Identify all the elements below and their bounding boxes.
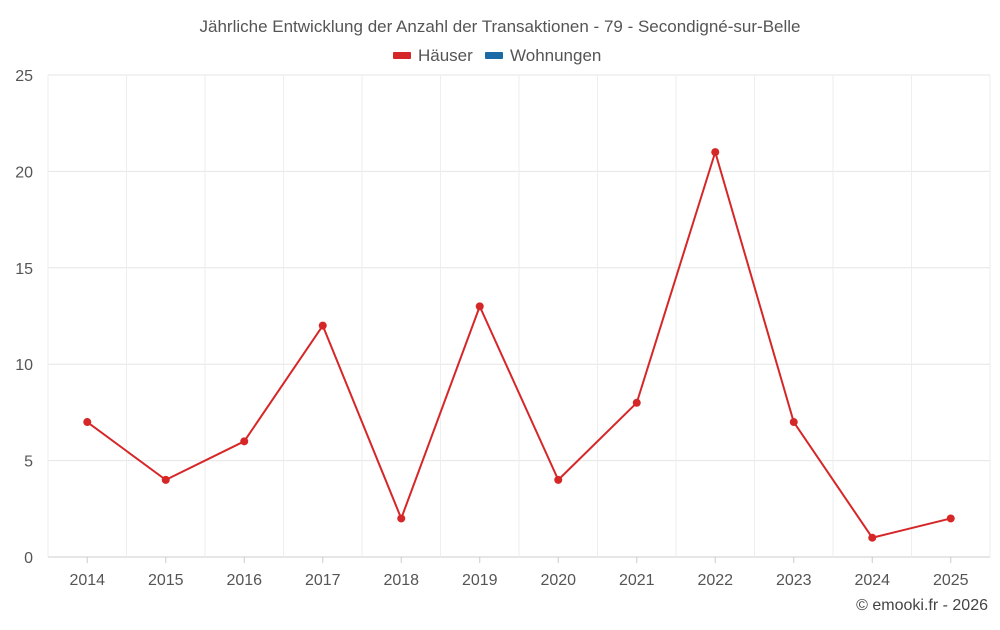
data-point[interactable] — [946, 514, 955, 523]
credit-text: © emooki.fr - 2026 — [856, 597, 988, 614]
data-point[interactable] — [554, 475, 563, 484]
y-tick-label: 20 — [15, 164, 33, 181]
data-point[interactable] — [240, 437, 249, 446]
x-tick-label: 2015 — [148, 572, 184, 589]
x-tick-label: 2019 — [462, 572, 498, 589]
x-tick-label: 2022 — [697, 572, 733, 589]
data-point[interactable] — [711, 148, 720, 157]
y-tick-label: 15 — [15, 261, 33, 278]
legend-swatch-wohnungen — [485, 52, 503, 59]
x-tick-label: 2020 — [540, 572, 576, 589]
y-axis: 0 5 10 15 20 25 — [15, 68, 33, 567]
x-tick-label: 2025 — [933, 572, 969, 589]
x-tick-label: 2024 — [854, 572, 890, 589]
y-tick-label: 5 — [24, 454, 33, 471]
data-point[interactable] — [789, 418, 798, 427]
y-tick-label: 10 — [15, 357, 33, 374]
legend: Häuser Wohnungen — [393, 46, 601, 65]
data-point[interactable] — [868, 533, 877, 542]
legend-label-haeuser: Häuser — [418, 46, 473, 65]
x-tick-label: 2016 — [226, 572, 262, 589]
y-tick-label: 25 — [15, 68, 33, 85]
y-tick-label: 0 — [24, 550, 33, 567]
data-point[interactable] — [161, 475, 170, 484]
chart-title: Jährliche Entwicklung der Anzahl der Tra… — [200, 17, 801, 36]
legend-item-wohnungen[interactable]: Wohnungen — [485, 46, 601, 65]
series-line-0 — [86, 151, 951, 539]
data-point[interactable] — [318, 321, 327, 330]
legend-swatch-haeuser — [393, 52, 411, 59]
x-tick-label: 2018 — [383, 572, 419, 589]
x-tick-label: 2017 — [305, 572, 341, 589]
data-point[interactable] — [475, 302, 484, 311]
data-point[interactable] — [397, 514, 406, 523]
x-tick-label: 2023 — [776, 572, 812, 589]
x-axis: 2014 2015 2016 2017 2018 2019 2020 2021 2022 2023… — [69, 557, 969, 589]
x-tick-label: 2021 — [619, 572, 655, 589]
series-layer — [83, 148, 955, 542]
legend-item-haeuser[interactable]: Häuser — [393, 46, 473, 65]
data-point[interactable] — [83, 418, 92, 427]
legend-label-wohnungen: Wohnungen — [510, 46, 601, 65]
data-point[interactable] — [632, 398, 641, 407]
x-tick-label: 2014 — [69, 572, 105, 589]
grid — [47, 74, 991, 558]
